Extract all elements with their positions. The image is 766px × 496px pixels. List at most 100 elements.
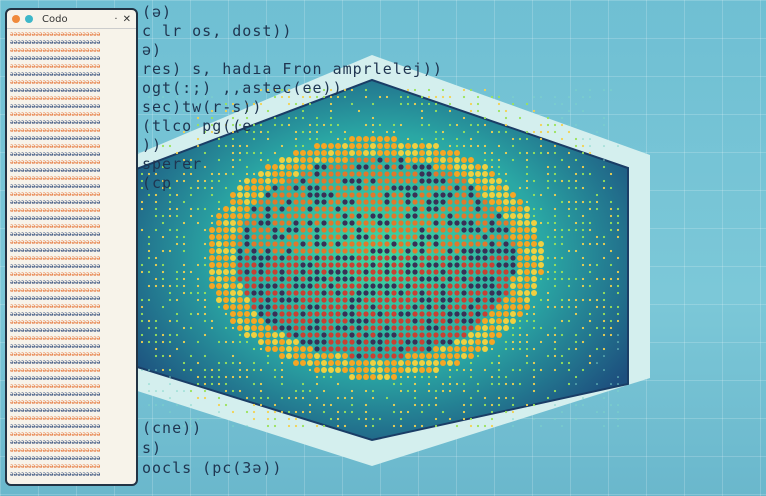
dot <box>258 227 263 232</box>
dot <box>258 234 263 239</box>
dot <box>328 220 333 225</box>
dot <box>162 278 164 280</box>
dot <box>223 255 229 261</box>
orange-dot-icon[interactable] <box>12 15 20 23</box>
dot <box>498 96 500 98</box>
dot <box>575 418 577 420</box>
dot <box>398 297 403 302</box>
dot <box>561 180 563 182</box>
dot <box>554 173 556 175</box>
dot <box>155 334 157 336</box>
dot <box>391 192 396 197</box>
dot <box>561 306 563 308</box>
dot <box>209 283 215 289</box>
dot <box>433 227 438 232</box>
dot <box>223 290 229 296</box>
dot <box>141 341 143 343</box>
dot <box>512 397 514 399</box>
dot <box>589 201 591 203</box>
dot <box>363 255 368 260</box>
dot <box>300 276 305 281</box>
dot <box>461 164 467 170</box>
dot <box>512 145 514 147</box>
dot <box>265 220 270 225</box>
dot <box>232 138 234 140</box>
dot <box>414 376 416 378</box>
dot <box>300 227 305 232</box>
dot <box>155 194 157 196</box>
dot <box>272 164 278 170</box>
dot <box>426 206 431 211</box>
dot <box>265 248 270 253</box>
dot <box>377 339 382 344</box>
dot <box>197 278 199 280</box>
dot <box>176 180 178 182</box>
dot <box>384 339 389 344</box>
dot <box>190 327 192 329</box>
dot <box>533 131 535 133</box>
dot <box>307 171 312 176</box>
dot <box>447 339 452 344</box>
dot <box>531 290 537 296</box>
dot <box>510 234 516 240</box>
dot <box>405 304 410 309</box>
dot <box>568 348 570 350</box>
dot <box>596 327 598 329</box>
dot <box>244 241 249 246</box>
dot <box>575 334 577 336</box>
dot <box>377 178 382 183</box>
teal-dot-icon[interactable] <box>25 15 33 23</box>
dot <box>286 297 291 302</box>
dot <box>237 192 243 198</box>
dot <box>547 236 549 238</box>
minimize-icon[interactable]: · <box>114 14 117 25</box>
dot <box>470 369 472 371</box>
dot <box>440 311 445 316</box>
dot <box>503 220 508 225</box>
dot <box>447 276 452 281</box>
dot <box>496 234 501 239</box>
dot <box>489 227 494 232</box>
dot <box>281 397 283 399</box>
dot <box>197 138 199 140</box>
dot <box>461 178 466 183</box>
dot <box>503 192 509 198</box>
dot <box>484 369 486 371</box>
dot <box>547 334 549 336</box>
dot <box>393 411 395 413</box>
dot <box>454 290 459 295</box>
dot <box>279 185 284 190</box>
dot <box>223 304 229 310</box>
dot <box>433 339 438 344</box>
dot <box>510 192 516 198</box>
dot <box>391 297 396 302</box>
dot <box>342 164 347 169</box>
dot <box>197 145 199 147</box>
dot <box>223 297 229 303</box>
dot <box>342 283 347 288</box>
dot <box>610 215 612 217</box>
dot <box>554 145 556 147</box>
dot <box>265 178 271 184</box>
dot <box>505 411 507 413</box>
dot <box>237 234 242 239</box>
dot <box>603 327 605 329</box>
dot <box>274 404 276 406</box>
dot <box>314 297 319 302</box>
dot <box>540 299 542 301</box>
dot <box>363 199 368 204</box>
dot <box>216 227 222 233</box>
dot <box>482 227 487 232</box>
dot <box>475 325 481 331</box>
dot <box>232 376 234 378</box>
dot <box>190 187 192 189</box>
dot <box>363 360 369 366</box>
dot <box>489 304 494 309</box>
code-row: əəəəəəəəəəəəəəəəəəəəəəəəə <box>10 183 133 191</box>
dot <box>300 192 305 197</box>
dot <box>314 206 319 211</box>
dot <box>561 271 563 273</box>
close-icon[interactable]: ✕ <box>123 14 131 25</box>
dot <box>524 213 530 219</box>
dot <box>582 222 584 224</box>
